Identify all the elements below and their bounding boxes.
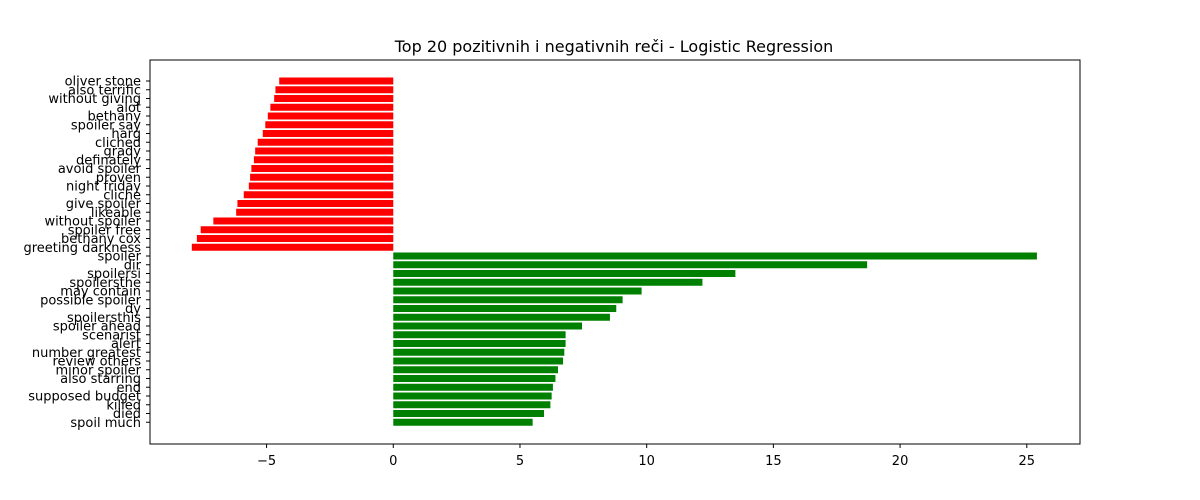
y-tick-label: died — [113, 407, 141, 422]
y-tick-label: spoiler ahead — [53, 320, 141, 335]
y-tick-label: without giving — [48, 92, 141, 107]
bar-39 — [393, 418, 533, 426]
bar-21 — [393, 261, 868, 269]
bar-8 — [255, 147, 394, 155]
y-tick-label: without spoiler — [44, 215, 141, 230]
y-tick-label: scenarist — [82, 328, 141, 343]
bar-9 — [253, 156, 394, 164]
bar-28 — [393, 322, 583, 330]
bar-23 — [393, 278, 703, 286]
y-tick-label: minor spoiler — [56, 363, 142, 378]
y-tick-label: spoilersthe — [69, 276, 141, 291]
bar-31 — [393, 348, 565, 356]
bar-5 — [265, 121, 394, 129]
bar-38 — [393, 410, 545, 417]
bar-4 — [267, 112, 394, 120]
y-tick-label: alert — [111, 337, 141, 352]
bar-32 — [393, 357, 564, 365]
y-tick-label: spoiler say — [71, 118, 141, 133]
bar-18 — [196, 235, 394, 242]
bar-34 — [393, 375, 556, 382]
bar-16 — [213, 217, 394, 225]
bar-10 — [251, 165, 394, 172]
bar-22 — [393, 270, 736, 277]
y-tick-label: spoil much — [70, 416, 141, 431]
bar-17 — [200, 226, 394, 234]
bar-7 — [257, 138, 394, 146]
x-tick-label: −5 — [257, 454, 276, 469]
y-tick-label: possible spoiler — [40, 293, 142, 308]
y-tick-label: avoid spoiler — [58, 162, 142, 177]
bar-6 — [262, 130, 394, 137]
y-tick-label: cliche — [103, 188, 141, 203]
y-tick-label: end — [117, 381, 142, 396]
bar-2 — [274, 95, 394, 102]
bar-33 — [393, 366, 558, 374]
y-tick-label: spoilersthis — [67, 311, 141, 326]
y-tick-label: proven — [96, 171, 141, 186]
x-tick-label: 10 — [638, 454, 655, 469]
y-tick-label: number greatest — [32, 346, 141, 361]
bar-37 — [393, 401, 551, 409]
bar-29 — [393, 331, 566, 339]
y-tick-label: cliched — [95, 136, 141, 151]
bar-20 — [393, 252, 1037, 260]
bar-13 — [243, 191, 394, 199]
bar-36 — [393, 392, 552, 400]
bar-35 — [393, 383, 553, 391]
y-tick-label: spoiler — [97, 250, 141, 265]
bar-3 — [270, 103, 394, 111]
y-tick-label: alot — [116, 101, 141, 116]
y-tick-label: spoilersi — [87, 267, 141, 282]
y-tick-label: bethany — [88, 110, 142, 125]
x-axis: −5 0 5 10 15 20 25 — [257, 444, 1035, 469]
y-tick-label: likeable — [91, 206, 141, 221]
y-tick-label: review others — [52, 355, 141, 370]
x-tick-label: 0 — [389, 454, 397, 469]
x-tick-label: 20 — [892, 454, 909, 469]
x-tick-label: 5 — [516, 454, 524, 469]
y-tick-label: also starring — [60, 372, 141, 387]
x-tick-label: 25 — [1019, 454, 1036, 469]
y-tick-label: spoiler free — [68, 223, 141, 238]
y-tick-label: dy — [125, 302, 141, 317]
bar-24 — [393, 287, 642, 295]
y-tick-label: bethany cox — [61, 232, 141, 247]
y-tick-label: oliver stone — [65, 75, 141, 90]
chart-title: Top 20 pozitivnih i negativnih reči - Lo… — [394, 37, 834, 56]
y-tick-label: killed — [106, 398, 141, 413]
bar-27 — [393, 313, 610, 321]
y-tick-label: night friday — [66, 180, 141, 195]
y-tick-label: may contain — [60, 285, 141, 300]
bar-30 — [393, 340, 566, 347]
bar-26 — [393, 305, 617, 312]
x-tick-label: 15 — [765, 454, 782, 469]
bar-19 — [191, 243, 394, 251]
bar-25 — [393, 296, 623, 304]
bar-0 — [279, 77, 394, 85]
y-tick-label: harg — [111, 127, 141, 142]
y-tick-label: grady — [103, 145, 141, 160]
y-tick-label: also terrific — [68, 83, 141, 98]
bar-14 — [237, 200, 394, 207]
plot-frame — [149, 59, 1081, 445]
y-tick-label: give spoiler — [66, 197, 142, 212]
bar-11 — [250, 173, 394, 181]
y-tick-label: supposed budget — [28, 390, 141, 405]
bars-group — [191, 77, 1037, 426]
y-tick-label: greeting darkness — [23, 241, 141, 256]
bar-12 — [248, 182, 394, 190]
y-tick-label: dir — [124, 258, 142, 273]
y-tick-label: definately — [76, 153, 141, 168]
bar-1 — [275, 86, 394, 94]
bar-15 — [236, 208, 394, 216]
